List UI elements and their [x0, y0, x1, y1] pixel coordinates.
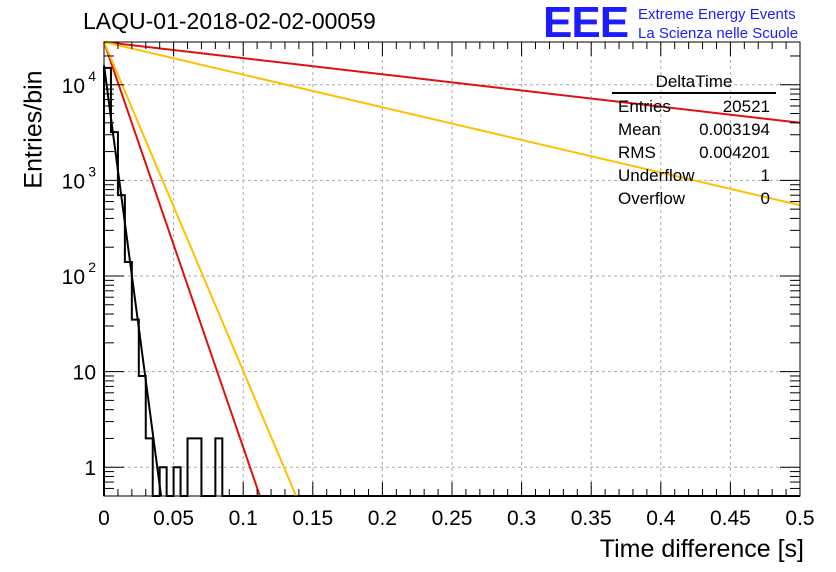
- y-tick-label: 10: [62, 170, 85, 193]
- stats-title: DeltaTime: [612, 72, 776, 94]
- stats-value: 1: [760, 166, 770, 185]
- stats-row: RMS 0.004201: [612, 141, 776, 164]
- y-tick-label: 10: [62, 266, 85, 289]
- x-tick-label: 0.1: [229, 507, 258, 530]
- stats-box: DeltaTime Entries 20521 Mean 0.003194 RMS 0…: [612, 72, 776, 210]
- fit-line: [103, 41, 261, 497]
- tick-labels: 0 0.05 0.1 0.15 0.2 0.25 0.3 0.35 0.4 0.45 0.51101…: [62, 68, 815, 530]
- fit-line: [103, 41, 298, 497]
- stats-row: Overflow 0: [612, 187, 776, 210]
- x-tick-label: 0.4: [646, 507, 676, 530]
- fit-line: [103, 41, 801, 207]
- chart-title: LAQU-01-2018-02-02-00059: [83, 8, 376, 34]
- y-axis-label: Entries/bin: [19, 70, 48, 189]
- y-tick-label: 10: [73, 362, 96, 385]
- y-tick-label: 10: [62, 75, 85, 98]
- x-axis-label: Time difference [s]: [599, 535, 804, 563]
- x-tick-label: 0.35: [571, 507, 612, 530]
- grid: [104, 42, 800, 496]
- stats-label: Entries: [618, 97, 671, 116]
- stats-value: 0.003194: [699, 120, 770, 139]
- x-tick-label: 0.3: [507, 507, 536, 530]
- y-tick-label: 1: [84, 457, 96, 480]
- x-tick-label: 0: [98, 507, 110, 530]
- x-tick-label: 0.25: [432, 507, 473, 530]
- fit-lines: [103, 41, 801, 497]
- x-tick-label: 0.2: [368, 507, 397, 530]
- stats-label: Underflow: [618, 166, 695, 185]
- stats-label: Overflow: [618, 189, 686, 208]
- eee-logo-mark: EEE: [543, 0, 629, 47]
- fit-line: [103, 41, 801, 124]
- y-tick-exponent: 3: [88, 163, 96, 179]
- y-tick-exponent: 4: [88, 68, 96, 84]
- stats-row: Underflow 1: [612, 164, 776, 187]
- fit-line: [103, 65, 163, 497]
- stats-value: 0.004201: [699, 143, 770, 162]
- x-tick-label: 0.5: [785, 507, 814, 530]
- stats-row: Entries 20521: [612, 95, 776, 118]
- x-tick-label: 0.45: [710, 507, 751, 530]
- eee-logo: EEE Extreme Energy Events La Scienza nel…: [543, 0, 833, 47]
- x-tick-label: 0.05: [153, 507, 194, 530]
- stats-label: Mean: [618, 120, 661, 139]
- axis-ticks: [103, 42, 801, 497]
- y-tick-exponent: 2: [88, 259, 96, 275]
- logo-line-1: Extreme Energy Events: [638, 6, 796, 23]
- stats-row: Mean 0.003194: [612, 118, 776, 141]
- stats-value: 0: [760, 189, 770, 208]
- logo-line-2: La Scienza nelle Scuole: [638, 25, 799, 42]
- stats-label: RMS: [618, 143, 656, 162]
- stats-value: 20521: [722, 97, 770, 116]
- x-tick-label: 0.15: [292, 507, 333, 530]
